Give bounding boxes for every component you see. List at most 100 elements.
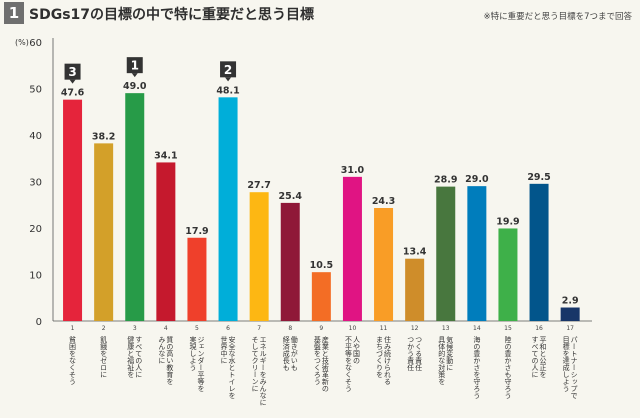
category-label: 世界中に (220, 335, 228, 364)
category-number: 7 (257, 325, 261, 332)
value-label: 28.9 (434, 175, 457, 186)
category-label: 住み続けられる (384, 335, 392, 385)
category-number: 15 (504, 325, 512, 332)
category-label: そしてクリーンに (251, 336, 259, 392)
chart-title: SDGs17の目標の中で特に重要だと思う目標 (29, 7, 315, 23)
category-number: 16 (535, 325, 543, 332)
value-label: 29.5 (527, 172, 550, 183)
y-tick-label: 60 (29, 38, 42, 49)
category-label: 気候変動に (446, 335, 454, 371)
y-tick-label: 50 (29, 85, 42, 96)
value-label: 2.9 (562, 296, 579, 307)
bar (311, 272, 331, 321)
category-number: 5 (195, 325, 199, 332)
category-label: 人や国の (352, 336, 360, 364)
category-label: 平和と公正を (539, 336, 547, 378)
value-label: 25.4 (279, 191, 303, 202)
y-tick-label: 10 (29, 271, 42, 282)
bar (63, 99, 83, 321)
category-label: 働きがいも (290, 335, 298, 371)
value-label: 34.1 (154, 150, 177, 161)
value-label: 24.3 (372, 196, 395, 207)
category-label: 実現しよう (189, 335, 197, 371)
category-number: 10 (349, 325, 357, 332)
rank-badge-pointer (69, 79, 76, 84)
category-number: 1 (71, 325, 75, 332)
rank-badge-number: 2 (224, 63, 232, 77)
rank-badge-number: 3 (68, 65, 76, 79)
bar (187, 237, 207, 321)
category-number: 13 (442, 325, 450, 332)
category-number: 17 (566, 325, 574, 332)
bar (560, 307, 580, 321)
bar (94, 143, 114, 321)
value-label: 48.1 (216, 85, 239, 96)
bar (156, 162, 176, 321)
bar (218, 97, 238, 322)
rank-badge (64, 63, 81, 80)
bar (374, 208, 394, 321)
category-label: まちづくりを (376, 336, 384, 378)
bar (342, 176, 362, 321)
category-number: 3 (133, 325, 137, 332)
value-label: 31.0 (341, 165, 365, 176)
category-label: 貧困をなくそう (69, 335, 77, 385)
category-label: 飢餓をゼロに (100, 335, 108, 378)
value-label: 38.2 (92, 131, 115, 142)
category-label: パートナーシップで (570, 336, 578, 399)
rank-badge-pointer (131, 73, 138, 78)
value-label: 13.4 (403, 247, 427, 258)
bar (436, 186, 456, 321)
y-tick-label: 20 (29, 224, 42, 235)
chart-note: ※特に重要だと思う目標を7つまで回答 (483, 12, 632, 22)
rank-badge-pointer (225, 77, 232, 82)
bar (405, 258, 425, 321)
bar (280, 202, 300, 321)
value-label: 29.0 (465, 174, 489, 185)
bar (467, 186, 487, 321)
category-label: 安全な水とトイレを (228, 335, 236, 399)
category-label: すべての人に (135, 336, 143, 378)
section-number-badge: 1 (4, 2, 24, 24)
bar (249, 192, 269, 321)
y-tick-label: 40 (29, 131, 42, 142)
y-tick-label: 30 (29, 178, 42, 189)
bar (498, 228, 518, 321)
bar (125, 93, 145, 322)
category-label: 陸の豊かさも守ろう (504, 335, 512, 399)
category-label: みんなに (158, 336, 166, 364)
y-axis-label: (%) (15, 38, 29, 47)
value-label: 27.7 (247, 180, 270, 191)
value-label: 47.6 (61, 88, 85, 99)
category-label: 不平等をなくそう (344, 336, 352, 392)
category-label: 経済成長も (282, 335, 290, 371)
category-number: 11 (380, 325, 388, 332)
category-label: 産業と技術革新の (321, 335, 329, 392)
category-number: 12 (411, 325, 419, 332)
rank-badge-number: 1 (131, 59, 139, 73)
bar (529, 183, 549, 321)
rank-badge (126, 57, 143, 74)
y-tick-label: 0 (36, 317, 42, 328)
value-label: 49.0 (123, 81, 147, 92)
category-number: 6 (226, 325, 230, 332)
category-number: 4 (164, 325, 168, 332)
category-label: 目標を達成しよう (562, 336, 570, 392)
rank-badge (220, 61, 237, 78)
category-label: つくる責任 (415, 336, 423, 372)
category-number: 2 (102, 325, 106, 332)
category-label: すべての人に (531, 336, 539, 378)
category-label: 具体的な対策を (438, 336, 446, 385)
category-label: 質の高い教育を (166, 335, 174, 385)
category-label: 健康と福祉を (127, 335, 135, 378)
category-number: 9 (319, 325, 323, 332)
category-label: エネルギーをみんなに (259, 336, 267, 406)
category-label: 基盤をつくろう (313, 335, 321, 385)
category-number: 14 (473, 325, 481, 332)
value-label: 17.9 (185, 226, 208, 237)
category-label: ジェンダー平等を (197, 336, 205, 392)
value-label: 10.5 (310, 260, 333, 271)
value-label: 19.9 (496, 216, 519, 227)
